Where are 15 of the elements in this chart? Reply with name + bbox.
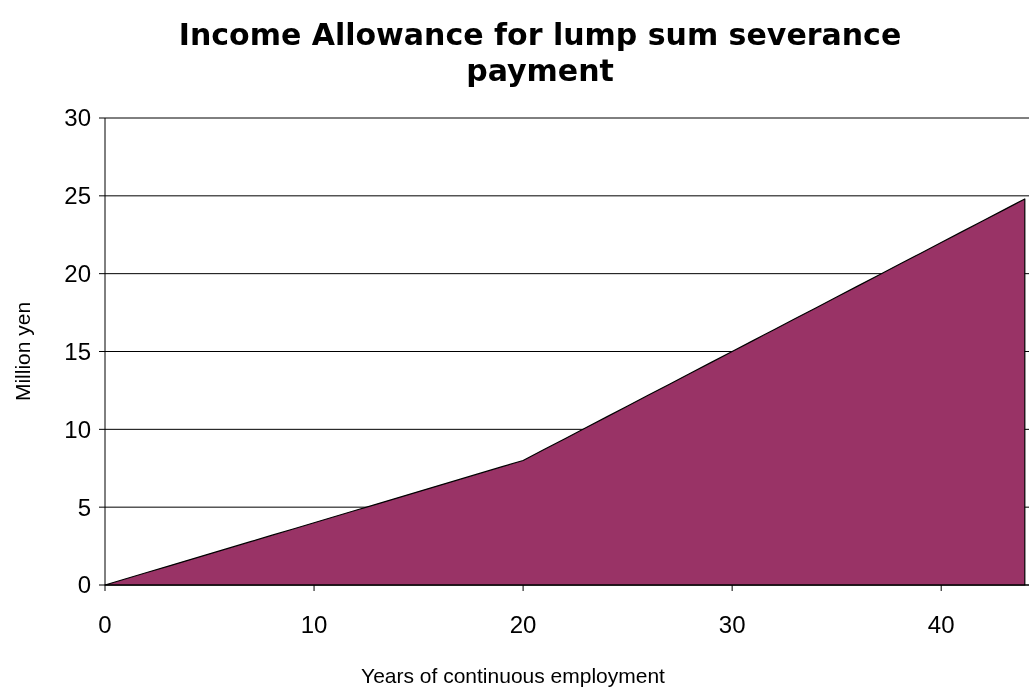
y-tick-label: 25 [64,182,91,210]
chart-title: Income Allowance for lump sum severance payment [178,17,902,88]
x-tick-label: 30 [718,611,746,638]
y-tick-label: 0 [77,571,91,599]
x-tick-label: 0 [98,611,112,638]
y-axis-title: Million yen [11,301,34,402]
x-tick-label: 40 [927,611,955,638]
y-tick-label: 5 [77,493,91,521]
y-tick-label: 20 [64,260,91,288]
y-tick-label: 10 [64,415,91,443]
y-tick-label: 30 [64,104,91,132]
x-tick-label: 20 [509,611,537,638]
y-tick-label: 15 [64,337,91,365]
x-tick-label: 10 [300,611,328,638]
x-axis-title: Years of continuous employment [361,664,666,687]
